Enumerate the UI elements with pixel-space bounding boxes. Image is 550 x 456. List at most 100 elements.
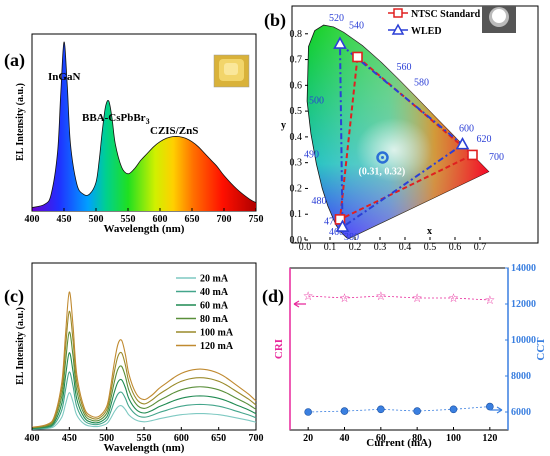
panel-c-series-line (31, 352, 257, 430)
panel-b-xtick-label: 0.5 (424, 242, 437, 253)
panel-b-ytick-label: 0.2 (290, 183, 303, 194)
panel-b-ytick-label: 0.0 (290, 235, 303, 246)
panel-d-xtick-label: 60 (376, 433, 386, 444)
panel-d-xlabel: Current (mA) (366, 437, 432, 449)
cie-locus-label: 500 (309, 95, 324, 106)
cie-locus-label: 460 (329, 227, 344, 238)
panel-d-frame (289, 267, 509, 431)
legend-ntsc-label: NTSC Standard (411, 9, 481, 20)
panel-d-ytick-label: 12000 (511, 299, 536, 310)
panel-d-xtick-label: 120 (482, 433, 497, 444)
panel-a-xticks: 400 450 500 550 600 650 700 750 (25, 208, 264, 225)
white-point-center (381, 156, 384, 160)
panel-a-xlabel: Wavelength (nm) (104, 223, 185, 235)
panel-c: 400 450 500 550 600 650 700 20 mA 40 mA 60 mA 80 … (4, 262, 264, 454)
panel-b-ytick-label: 0.5 (290, 106, 303, 117)
panel-d-xtick-label: 100 (446, 433, 461, 444)
panel-b-xtick-label: 0.6 (449, 242, 462, 253)
panel-c-xtick-label: 600 (174, 433, 189, 444)
ntsc-point (467, 149, 478, 161)
cie-locus-label: 380 (344, 232, 359, 243)
panel-d-ticks: 20 40 60 80 100 120 6000 8000 10000 12000 14000 (303, 263, 536, 444)
panel-c-series-line (31, 291, 257, 428)
cct-point (413, 407, 421, 415)
ntsc-point (352, 51, 363, 63)
panel-c-legend-label: 20 mA (200, 274, 229, 285)
annotation-czis-zns: CZIS/ZnS (150, 125, 198, 137)
panel-a-xtick-label: 750 (249, 214, 264, 225)
cie-locus-label: 560 (397, 62, 412, 73)
cct-point (449, 405, 458, 414)
panel-c-ylabel: EL Intensity (a.u.) (15, 307, 26, 385)
cri-arrow-icon (293, 300, 306, 308)
panel-c-series-line (31, 310, 257, 429)
panel-b-legend: NTSC Standard WLED (388, 8, 481, 37)
panel-d-ylabel-cct: CCT (535, 337, 547, 361)
cct-point (486, 402, 494, 411)
panel-d-ytick-label: 10000 (511, 335, 536, 346)
panel-a-label: (a) (4, 50, 25, 71)
cct-line (308, 406, 490, 413)
panel-c-legend-label: 100 mA (200, 328, 234, 339)
cie-locus-label: 700 (489, 152, 504, 163)
cct-points (304, 402, 494, 416)
ntsc-triangle (338, 55, 475, 222)
panel-b-ytick-label: 0.4 (290, 132, 303, 143)
panel-b-xlabel: x (427, 226, 432, 237)
panel-b-ticks: 0.0 0.1 0.2 0.3 0.4 0.5 0.6 0.7 0.0 0.1 0.2 0.3 0.4 0… (290, 29, 487, 253)
annotation-bba-cspbbr3: BBA-CsPbBr3 (82, 112, 150, 126)
panel-a-xtick-label: 600 (153, 214, 168, 225)
panel-b-ylabel: y (281, 120, 286, 131)
white-led-photo-icon (482, 6, 516, 33)
panel-c-series-line (31, 331, 257, 429)
panel-a-ylabel: EL Intensity (a.u.) (15, 83, 26, 161)
panel-b-ytick-label: 0.6 (290, 80, 303, 91)
white-point-marker (376, 151, 389, 164)
cct-point (304, 408, 312, 416)
legend-ntsc-square-icon (393, 8, 403, 18)
cri-point: ☆ (484, 293, 495, 307)
panel-b-ytick-label: 0.1 (290, 209, 303, 220)
panel-b-xtick-label: 0.0 (299, 242, 312, 253)
cct-arrow-icon (490, 406, 503, 414)
panel-a-xtick-label: 450 (57, 214, 72, 225)
panel-b-xtick-label: 0.1 (324, 242, 337, 253)
panel-c-xtick-label: 400 (25, 433, 40, 444)
panel-d-ytick-label: 8000 (511, 371, 531, 382)
panel-c-legend: 20 mA 40 mA 60 mA 80 mA 100 mA 120 mA (176, 274, 234, 352)
panel-a-xtick-label: 400 (25, 214, 40, 225)
panel-a: 400 450 500 550 600 650 700 750 Wavelength (nm)… (4, 33, 264, 235)
white-point-label: (0.31, 0.32) (359, 167, 406, 178)
cri-point: ☆ (412, 291, 423, 305)
panel-b-ytick-label: 0.7 (290, 55, 303, 66)
panel-a-xtick-label: 700 (217, 214, 232, 225)
panel-b-label: (b) (264, 10, 286, 31)
cri-point: ☆ (339, 291, 350, 305)
cie-locus-label: 600 (459, 124, 474, 135)
panel-c-series-line (31, 392, 257, 430)
cri-point: ☆ (375, 289, 386, 303)
panel-c-xtick-label: 650 (211, 433, 226, 444)
panel-b-xtick-label: 0.4 (399, 242, 412, 253)
panel-a-spectrum-line (31, 41, 257, 208)
panel-c-xtick-label: 450 (62, 433, 77, 444)
panel-d-xtick-label: 40 (340, 433, 350, 444)
panel-b-xtick-label: 0.2 (349, 242, 362, 253)
ntsc-points (334, 51, 478, 225)
cie-locus-label: 620 (477, 134, 492, 145)
wled-points (333, 36, 470, 232)
cri-points: ☆ ☆ ☆ ☆ ☆ ☆ (303, 289, 495, 307)
panel-c-legend-label: 60 mA (200, 301, 229, 312)
panel-c-xtick-label: 700 (249, 433, 264, 444)
panel-d-ylabel-cri: CRI (273, 339, 285, 359)
wled-point (455, 136, 470, 150)
panel-b-ytick-label: 0.3 (290, 158, 303, 169)
cri-point: ☆ (448, 291, 459, 305)
cri-point: ☆ (303, 289, 314, 303)
panel-c-xtick-label: 550 (137, 433, 152, 444)
cct-point (377, 405, 385, 414)
